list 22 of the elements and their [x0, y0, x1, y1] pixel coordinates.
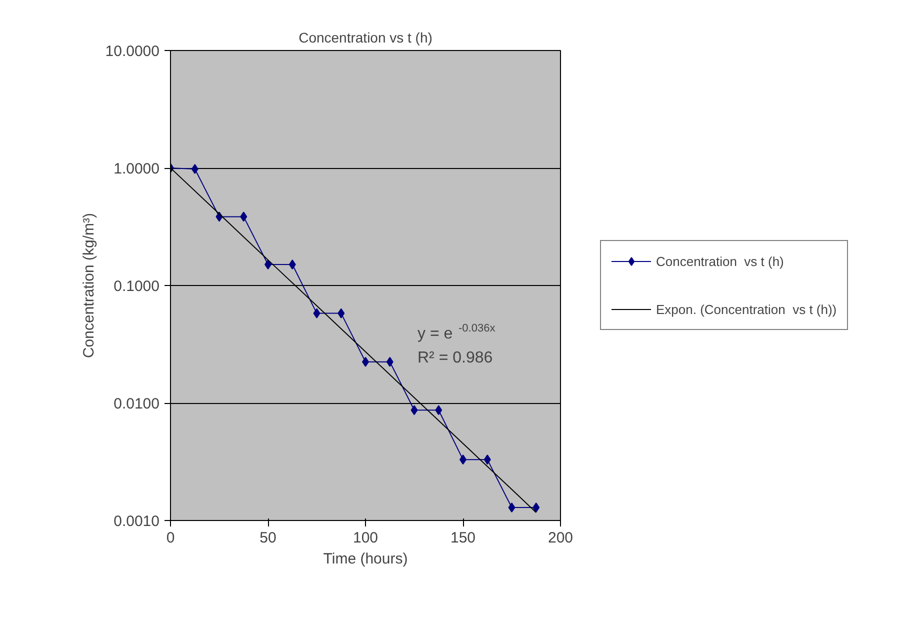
x-tick-label: 150	[450, 530, 476, 546]
y-tick-label: 0.0010	[114, 513, 160, 530]
point	[435, 405, 442, 416]
annotation: y = e-0.036x	[418, 322, 496, 342]
y-tick-label: 0.0100	[114, 396, 160, 412]
y-axis-title: Concentration (kg/m³)	[80, 212, 98, 358]
x-tick-label: 0	[166, 530, 175, 546]
legend-label: Concentration vs t (h)	[656, 254, 784, 268]
y-tick-label: 10.0000	[105, 43, 160, 60]
chart-title: Concentration vs t (h)	[298, 30, 432, 46]
y-tick-label: 1.0000	[114, 160, 160, 178]
legend-label: Expon. (Concentration vs t (h))	[656, 302, 837, 316]
point	[508, 502, 516, 513]
x-axis-title: Time (hours)	[323, 550, 408, 568]
x-tick-label: 200	[548, 530, 574, 546]
x-tick-label: 50	[260, 530, 276, 546]
point	[532, 502, 540, 513]
x-tick-label: 100	[352, 530, 378, 546]
point	[410, 405, 418, 416]
y-tick-label: 0.1000	[114, 278, 160, 295]
annotation: R² = 0.986	[418, 350, 493, 366]
point	[484, 454, 491, 465]
